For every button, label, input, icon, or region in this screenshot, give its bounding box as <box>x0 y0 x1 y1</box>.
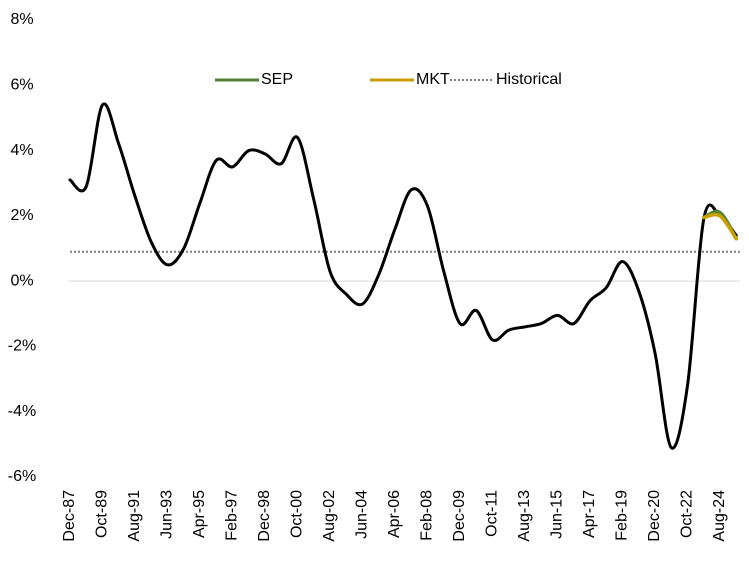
series-line <box>68 102 738 450</box>
x-tick-label: Jun-04 <box>354 490 371 539</box>
y-tick-label: 0% <box>10 272 33 289</box>
x-tick-label: Aug-24 <box>711 490 728 542</box>
x-tick-label: Aug-91 <box>126 490 143 542</box>
y-tick-label: 2% <box>10 207 33 224</box>
x-tick-label: Feb-97 <box>224 490 241 541</box>
y-tick-label: 8% <box>10 11 33 28</box>
x-tick-label: Dec-09 <box>451 490 468 542</box>
y-tick-label: -4% <box>8 403 36 420</box>
x-tick-label: Oct-11 <box>484 490 501 537</box>
x-tick-label: Dec-87 <box>61 490 78 542</box>
x-tick-label: Apr-17 <box>581 490 598 538</box>
x-tick-label: Jun-93 <box>159 490 176 539</box>
y-tick-label: -2% <box>8 338 36 355</box>
y-tick-label: 4% <box>10 142 33 159</box>
x-tick-label: Feb-19 <box>614 490 631 541</box>
legend-label: SEP <box>261 71 293 88</box>
x-tick-label: Aug-13 <box>516 490 533 542</box>
x-tick-label: Oct-89 <box>94 490 111 538</box>
legend-label: Historical <box>496 71 562 88</box>
x-tick-label: Dec-98 <box>256 490 273 542</box>
x-tick-label: Apr-06 <box>386 490 403 538</box>
legend-label: MKT <box>416 71 450 88</box>
series-line <box>702 212 738 241</box>
x-tick-label: Oct-22 <box>679 490 696 538</box>
y-tick-label: 6% <box>10 77 33 94</box>
x-tick-label: Feb-08 <box>419 490 436 541</box>
x-tick-label: Jun-15 <box>549 490 566 539</box>
y-tick-label: -6% <box>8 468 36 485</box>
x-tick-label: Dec-20 <box>646 490 663 542</box>
x-tick-label: Oct-00 <box>289 490 306 538</box>
x-tick-label: Aug-02 <box>321 490 338 542</box>
x-tick-label: Apr-95 <box>191 490 208 538</box>
